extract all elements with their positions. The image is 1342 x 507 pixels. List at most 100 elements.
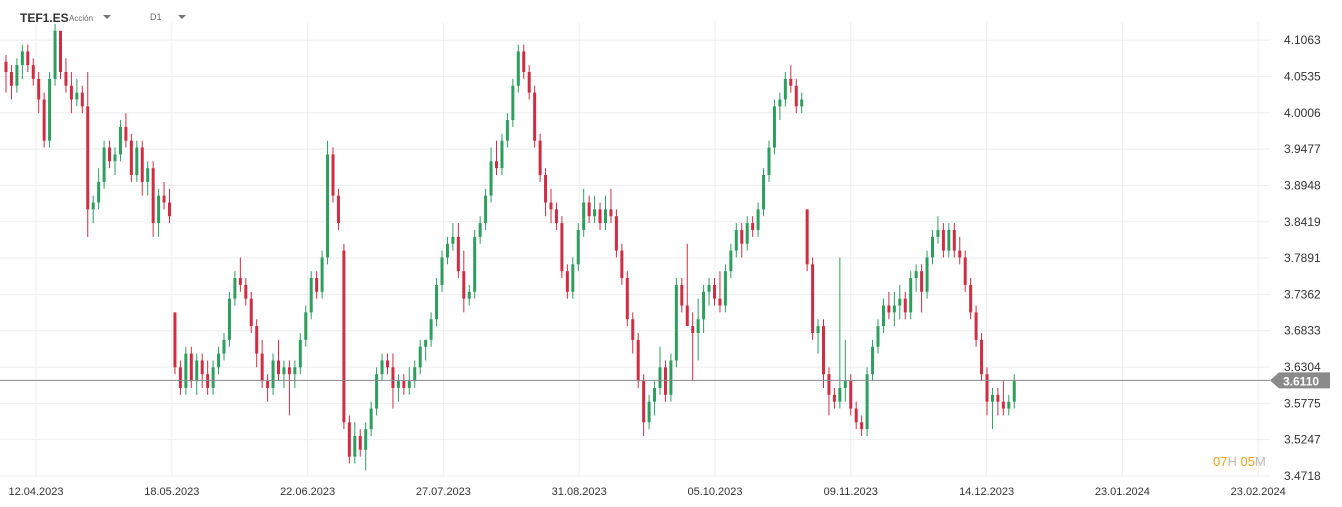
candle-body [756,209,760,230]
candle [26,44,30,73]
candle [69,72,73,114]
candle-body [451,236,455,244]
candle-body [53,30,57,79]
candle-body [892,305,896,313]
candle [756,202,760,237]
candle-body [996,394,1000,402]
candle [435,278,439,327]
candle-body [860,422,864,430]
candle [353,422,357,464]
candle [811,257,815,340]
candle-body [424,339,428,347]
candle-body [244,284,248,299]
candle-body [636,339,640,382]
candle [881,298,885,334]
price-axis: 4.1063 4.0535 4.0006 3.9477 3.8948 3.8419 3.78… [1284,33,1321,483]
candle-body [178,367,182,388]
candle-body [162,195,166,203]
candle [462,250,466,313]
candle [587,195,591,224]
candle [620,243,624,285]
symbol-dropdown-chevron-down-icon[interactable] [103,15,111,19]
candle [849,374,853,416]
candle [473,229,477,299]
candle [244,278,248,306]
candle-body [816,326,820,334]
candle-body [702,291,706,320]
candle-body [582,202,586,230]
candle [277,339,280,382]
countdown-hours-unit: H [1227,454,1237,469]
candle-body [685,305,689,327]
candle [91,195,95,224]
x-tick-label: 23.02.2024 [1231,486,1286,498]
candle-body [941,229,945,251]
candle-body [59,30,62,73]
candle [347,415,351,464]
candle-body [396,381,400,388]
candle [941,223,945,258]
candle-body [293,367,297,375]
candles [4,23,1016,471]
candle [217,346,221,375]
candle [718,271,722,313]
countdown-minutes: 05 [1240,454,1255,469]
candle [898,284,902,320]
candle-body [331,154,335,196]
candle-body [195,360,199,382]
candle [266,374,270,402]
candle-body [118,126,122,155]
candle [326,140,330,265]
candle [702,284,706,334]
candle-body [707,284,711,292]
candle-body [1012,381,1016,402]
timeframe-dropdown-chevron-down-icon[interactable] [178,15,186,19]
asset-type-label: Acción [69,14,94,23]
candle [614,209,618,258]
candle-body [691,326,695,334]
candle [157,188,161,237]
candle-body [565,271,569,292]
candle [162,181,166,210]
candle [413,360,417,388]
candle-body [767,147,771,176]
candle-body [407,381,411,388]
candle-body [516,51,520,86]
candle [800,92,804,114]
timeframe-label[interactable]: D1 [150,12,162,22]
candle-body [37,78,41,100]
candle [429,312,433,347]
candle [140,140,144,196]
candle [860,415,864,437]
candle [554,202,558,230]
candle-body [157,195,161,224]
candle [783,72,787,107]
candle [184,346,188,395]
candle [740,223,744,258]
candle-body [838,387,842,402]
candle-body [789,78,793,86]
candle [952,223,956,258]
x-tick-label: 18.05.2023 [144,486,199,498]
candle-body [445,243,449,258]
x-tick-label: 31.08.2023 [552,486,607,498]
candle [832,387,836,409]
candle-body [914,271,918,279]
candle [375,367,379,416]
candle [451,223,455,251]
candle-body [980,339,984,375]
candle-body [364,429,368,450]
candle [178,360,182,395]
candle [15,58,19,93]
candle-body [751,223,755,230]
candle-body [544,175,548,203]
symbol-label[interactable]: TEF1.ES [20,11,69,25]
candle-body [947,229,951,251]
candle-body [625,278,629,320]
last-price-tag [1270,372,1330,389]
candle-body [925,257,929,292]
candle [173,312,177,375]
candle [391,353,395,409]
candle [135,140,139,182]
